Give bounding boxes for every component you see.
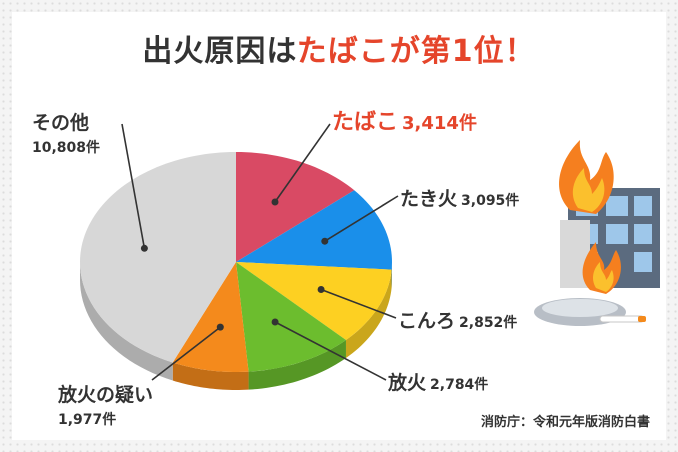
leader-dot-arson: [271, 318, 279, 326]
pie-side-arson: [248, 340, 346, 390]
label-stove: こんろ 2,852件: [398, 306, 517, 333]
label-tobacco: たばこ 3,414件: [332, 104, 477, 136]
label-tobacco-name: たばこ: [332, 110, 399, 135]
label-suspected-arson: 放火の疑い 1,977件: [58, 380, 153, 429]
burning-house-illustration: [534, 140, 660, 326]
page-title: 出火原因はたばこが第1位！: [0, 26, 678, 70]
label-arson-value: 2,784件: [430, 377, 489, 393]
title-accent: たばこが第1位: [296, 34, 505, 69]
pie-side-suspected: [172, 362, 249, 390]
label-bonfire-value: 3,095件: [461, 193, 520, 209]
label-suspected-arson-name: 放火の疑い: [58, 384, 154, 406]
leader-line-arson: [274, 321, 387, 381]
title-main: 出火原因は: [142, 34, 297, 69]
leader-line-tobacco: [274, 123, 331, 203]
pie-slice-bonfire: [236, 190, 392, 270]
leader-line-stove: [320, 288, 397, 319]
label-bonfire-name: たき火: [400, 188, 458, 210]
pie-side-stove: [345, 269, 392, 359]
leader-dot-suspected: [216, 323, 224, 331]
label-other-value: 10,808件: [32, 140, 101, 156]
label-suspected-arson-value: 1,977件: [58, 412, 117, 428]
fire-icon: [559, 140, 621, 294]
label-bonfire: たき火 3,095件: [400, 184, 519, 211]
label-tobacco-value: 3,414件: [402, 113, 477, 134]
label-stove-name: こんろ: [398, 310, 456, 332]
pie-slice-other: [80, 152, 236, 363]
ashtray-icon: [534, 298, 646, 326]
label-arson: 放火 2,784件: [388, 368, 488, 395]
leader-dot-other: [140, 244, 148, 252]
leader-line-suspected: [151, 326, 221, 381]
leader-dot-stove: [317, 286, 325, 293]
source-note: 消防庁：令和元年版消防白書: [480, 415, 650, 430]
label-arson-name: 放火: [388, 372, 427, 394]
pie-slice-stove: [236, 262, 392, 341]
label-stove-value: 2,852件: [459, 315, 518, 331]
pie-side-other: [80, 262, 173, 381]
leader-line-bonfire: [324, 195, 399, 242]
pie-slice-tobacco: [236, 152, 355, 262]
label-other: その他 10,808件: [32, 108, 100, 157]
leader-line-other: [121, 123, 146, 249]
leader-dot-tobacco: [271, 198, 279, 206]
label-other-name: その他: [32, 112, 90, 134]
title-end: ！: [504, 34, 536, 69]
leader-dot-bonfire: [321, 237, 329, 245]
pie-slice-suspected: [172, 262, 249, 372]
